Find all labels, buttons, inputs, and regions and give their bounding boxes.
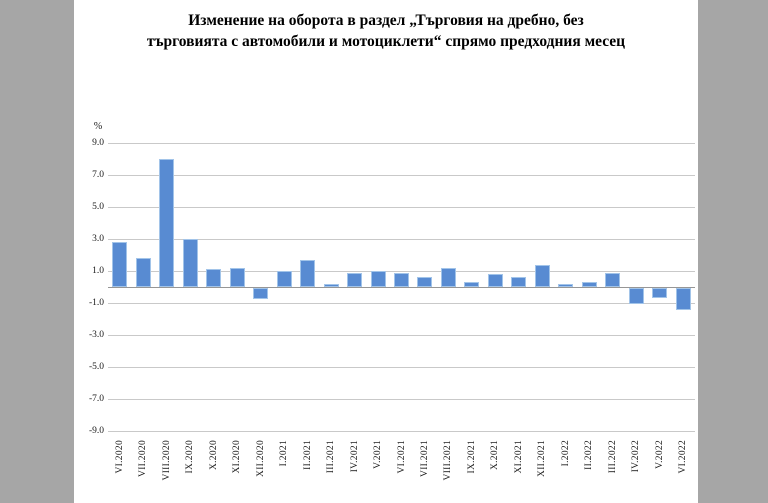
y-tick-label: -7.0 [88,394,104,404]
x-tick-label-text: II.2022 [584,440,594,470]
y-tick-label: -9.0 [88,426,104,436]
bar [324,284,339,287]
x-tick-label-text: IX.2021 [467,440,477,474]
gridline [108,175,695,176]
x-tick-label-text: X.2020 [209,440,219,471]
x-tick-label-text: XII.2021 [537,440,547,477]
chart-title-line-2: търговията с автомобили и мотоциклети“ с… [146,33,626,50]
y-tick-label: 9.0 [92,138,104,148]
bar [277,271,292,287]
y-tick-label: 7.0 [92,170,104,180]
y-tick-label: -5.0 [88,362,104,372]
x-tick-label-text: III.2022 [608,440,618,474]
gridline [108,271,695,272]
bar [159,159,174,287]
bar [206,269,221,287]
x-tick-label-text: IX.2020 [185,440,195,474]
x-axis-line [108,287,695,288]
chart-panel: Изменение на оборота в раздел „Търговия … [74,0,698,503]
x-tick-label-text: VI.2021 [397,440,407,474]
bar [629,288,644,304]
gridline [108,399,695,400]
bar [253,288,268,299]
x-tick-label-text: II.2021 [303,440,313,470]
bar [347,273,362,287]
x-tick-label-text: VIII.2020 [162,440,172,481]
bar [605,273,620,287]
bar [676,288,691,310]
gridline [108,207,695,208]
chart-title-line-1: Изменение на оборота в раздел „Търговия … [188,12,584,29]
x-tick-label-text: V.2021 [373,440,383,469]
bar [535,265,550,287]
gridline [108,303,695,304]
y-axis-unit-label: % [93,121,103,132]
y-tick-label: -3.0 [88,330,104,340]
bar [417,277,432,287]
x-tick-label-text: VII.2020 [138,440,148,477]
bar [582,282,597,287]
x-tick-label-text: IV.2021 [350,440,360,473]
x-tick-label-text: V.2022 [655,440,665,469]
x-tick-label-text: III.2021 [326,440,336,474]
x-tick-label-text: XI.2021 [514,440,524,474]
bar [136,258,151,287]
x-tick-label-text: X.2021 [490,440,500,471]
x-tick-label-text: VIII.2021 [443,440,453,481]
bar [558,284,573,287]
bar [394,273,409,287]
bar [441,268,456,287]
gridline [108,335,695,336]
chart-title: Изменение на оборота в раздел „Търговия … [74,0,698,52]
gridline [108,367,695,368]
gridline [108,143,695,144]
x-tick-label-text: IV.2022 [631,440,641,473]
x-tick-label-text: VI.2020 [115,440,125,474]
y-tick-label: 3.0 [92,234,104,244]
bar [371,271,386,287]
x-tick-label-text: VII.2021 [420,440,430,477]
y-tick-label: 1.0 [92,266,104,276]
x-tick-label-text: I.2021 [279,440,289,467]
bar [464,282,479,287]
x-tick-label-text: VI.2022 [678,440,688,474]
bar [488,274,503,287]
bar [511,277,526,287]
bar [230,268,245,287]
bar [300,260,315,287]
x-tick-label-text: XI.2020 [232,440,242,474]
gridline [108,239,695,240]
bar [112,242,127,287]
bar [652,288,667,298]
x-tick-label-text: I.2022 [561,440,571,467]
gridline [108,431,695,432]
x-tick-label-text: XII.2020 [256,440,266,477]
bar [183,239,198,287]
y-tick-label: 5.0 [92,202,104,212]
y-tick-label: -1.0 [88,298,104,308]
